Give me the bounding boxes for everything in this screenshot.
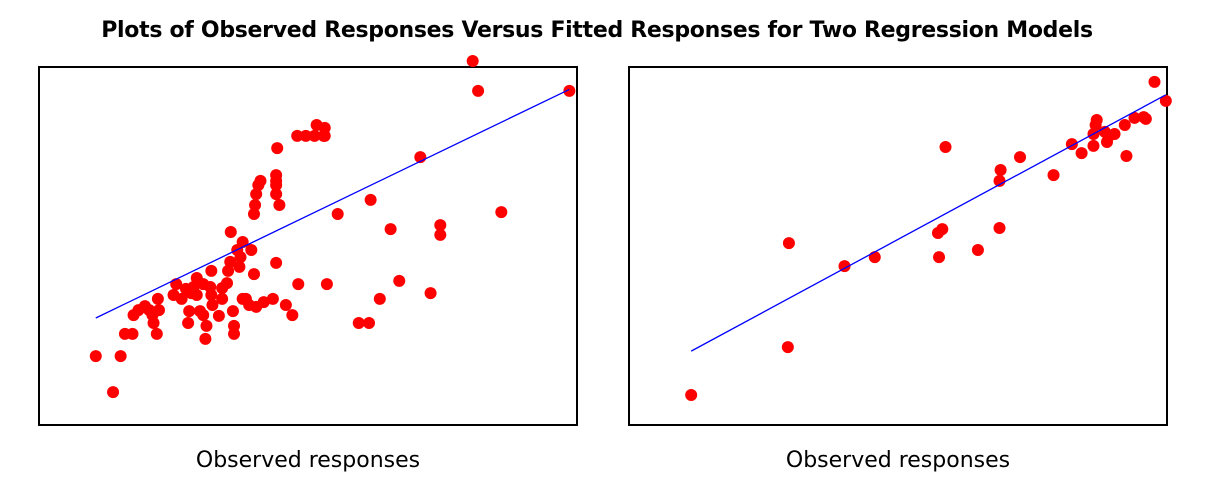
data-point	[248, 268, 260, 281]
data-point	[89, 350, 102, 363]
data-point	[936, 223, 949, 236]
data-point	[1108, 128, 1121, 141]
data-point	[250, 188, 263, 201]
data-point	[205, 264, 218, 277]
fitted-line	[95, 88, 570, 319]
data-point	[1120, 150, 1133, 162]
data-point	[257, 296, 270, 309]
data-point	[212, 309, 225, 322]
data-point	[221, 277, 233, 290]
data-point	[270, 188, 283, 201]
data-point	[224, 225, 237, 238]
data-point	[1014, 151, 1027, 164]
data-point	[291, 129, 304, 142]
data-point	[308, 129, 321, 142]
x-axis-label-left: Observed responses	[195, 448, 421, 473]
data-point	[151, 292, 164, 305]
data-point	[286, 309, 299, 322]
data-point	[107, 386, 120, 399]
scatter-plot-left	[38, 54, 578, 426]
data-point	[233, 260, 246, 273]
data-point	[206, 299, 219, 312]
data-point	[320, 278, 333, 291]
data-point	[266, 292, 279, 305]
data-point	[245, 243, 258, 256]
data-point	[434, 219, 447, 232]
data-point	[781, 341, 794, 354]
plot-panel-left	[38, 54, 578, 426]
data-point	[424, 287, 437, 300]
data-point	[270, 256, 283, 269]
data-point	[234, 251, 247, 264]
data-point	[868, 251, 881, 264]
data-point	[199, 332, 212, 345]
data-point	[782, 237, 795, 250]
data-point	[384, 223, 397, 236]
data-point	[352, 317, 365, 330]
data-point	[994, 164, 1007, 177]
data-point	[971, 243, 984, 256]
data-point	[254, 174, 267, 187]
data-point	[1090, 114, 1103, 126]
data-point	[393, 274, 406, 287]
data-point	[1159, 94, 1172, 107]
data-point	[1148, 75, 1161, 88]
data-point	[363, 317, 376, 330]
data-point	[197, 309, 210, 322]
x-axis-label-right: Observed responses	[785, 448, 1011, 473]
data-point	[175, 292, 188, 305]
data-point	[205, 288, 218, 301]
data-point	[472, 84, 485, 97]
data-point	[216, 292, 229, 305]
data-point	[190, 288, 203, 301]
chart-title: Plots of Observed Responses Versus Fitte…	[101, 18, 1093, 43]
data-point	[838, 260, 851, 273]
plot-panel-right	[628, 66, 1172, 426]
data-point	[226, 305, 239, 318]
data-point	[224, 255, 237, 268]
data-point	[114, 350, 127, 363]
data-point	[200, 319, 213, 332]
data-point	[939, 141, 952, 153]
data-point	[1075, 147, 1088, 160]
data-point	[270, 169, 283, 182]
data-point	[279, 299, 292, 312]
data-point	[993, 222, 1006, 234]
data-point	[685, 389, 698, 402]
data-point	[292, 278, 305, 291]
data-point	[1139, 112, 1152, 125]
plot-frame	[628, 66, 1168, 426]
data-point	[147, 317, 160, 330]
data-point	[1128, 111, 1141, 124]
data-point	[993, 174, 1006, 187]
data-point	[183, 305, 196, 318]
data-point	[563, 84, 576, 97]
data-point	[271, 142, 284, 155]
data-point	[273, 198, 286, 211]
data-point	[228, 327, 241, 340]
data-point	[1118, 119, 1131, 132]
data-point	[248, 207, 260, 220]
data-point	[1047, 169, 1060, 182]
data-point	[364, 193, 377, 206]
data-point	[495, 206, 508, 219]
fitted-line	[690, 94, 1167, 352]
data-point	[299, 129, 312, 142]
plot-frame	[38, 66, 578, 426]
data-point	[222, 264, 235, 277]
data-point	[249, 198, 262, 211]
data-point	[182, 317, 195, 330]
data-point	[1087, 139, 1100, 152]
data-point	[150, 327, 163, 340]
data-point	[318, 121, 331, 134]
data-point	[373, 292, 386, 305]
data-point	[933, 251, 946, 264]
data-point	[331, 207, 344, 220]
data-point	[466, 54, 479, 67]
scatter-plot-right	[628, 66, 1172, 426]
data-point	[126, 327, 139, 340]
data-point	[434, 228, 447, 241]
data-point	[152, 304, 165, 317]
